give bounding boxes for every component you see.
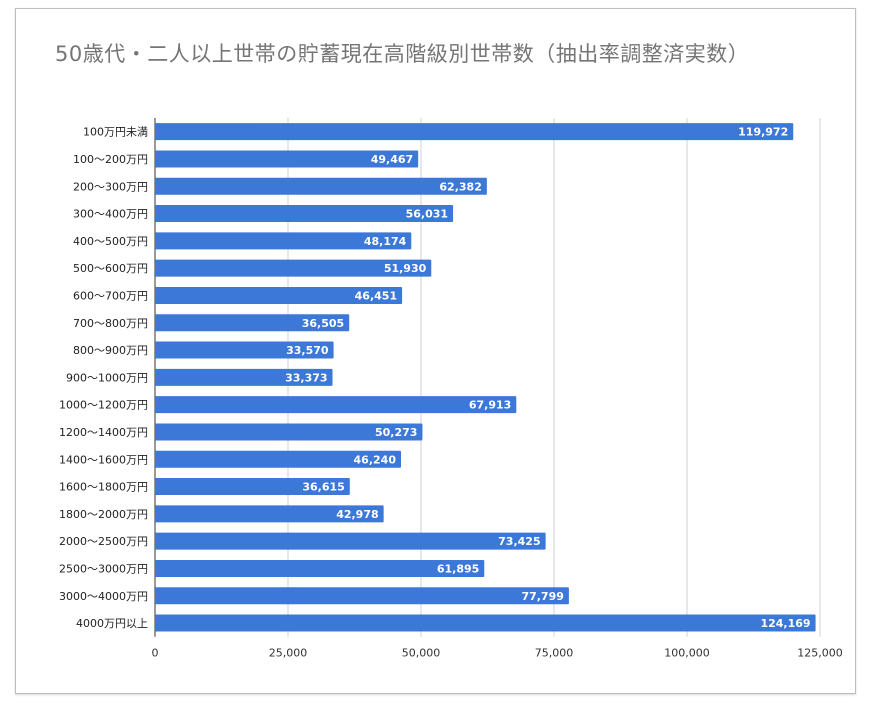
data-label: 33,570 (286, 344, 329, 357)
x-tick-label: 100,000 (664, 647, 710, 660)
category-label: 800〜900万円 (73, 344, 148, 357)
data-label: 62,382 (439, 180, 481, 193)
bar (155, 341, 334, 359)
category-label: 200〜300万円 (73, 180, 148, 193)
bar (155, 614, 816, 632)
data-label: 49,467 (371, 153, 413, 166)
bar (155, 205, 454, 223)
data-label: 67,913 (469, 399, 511, 412)
data-label: 77,799 (521, 590, 563, 603)
data-label: 48,174 (364, 235, 407, 248)
bar (155, 232, 412, 250)
data-label: 36,505 (302, 317, 344, 330)
bar (155, 423, 423, 441)
category-label: 1000〜1200万円 (59, 399, 148, 412)
category-label: 300〜400万円 (73, 208, 148, 221)
bar (155, 559, 485, 577)
data-label: 124,169 (760, 617, 810, 630)
x-tick-label: 0 (152, 647, 159, 660)
x-tick-label: 125,000 (797, 647, 843, 660)
x-tick-label: 50,000 (402, 647, 441, 660)
data-label: 119,972 (738, 126, 788, 139)
category-label: 500〜600万円 (73, 262, 148, 275)
bar (155, 259, 432, 277)
category-label: 1400〜1600万円 (59, 453, 148, 466)
data-label: 51,930 (384, 262, 427, 275)
data-label: 42,978 (336, 508, 378, 521)
bar (155, 450, 401, 468)
bar (155, 314, 350, 332)
category-label: 700〜800万円 (73, 317, 148, 330)
chart-title: 50歳代・二人以上世帯の貯蓄現在高階級別世帯数（抽出率調整済実数） (55, 42, 750, 66)
data-label: 46,451 (355, 289, 397, 302)
category-label: 1600〜1800万円 (59, 481, 148, 494)
bar (155, 368, 333, 386)
bar (155, 396, 517, 414)
category-label: 3000〜4000万円 (59, 590, 148, 603)
data-label: 61,895 (437, 562, 479, 575)
bar (155, 150, 419, 168)
category-label: 600〜700万円 (73, 289, 148, 302)
data-label: 56,031 (406, 208, 448, 221)
bar (155, 587, 569, 605)
data-label: 36,615 (302, 481, 344, 494)
category-label: 2000〜2500万円 (59, 535, 148, 548)
data-label: 50,273 (375, 426, 417, 439)
category-label: 1200〜1400万円 (59, 426, 148, 439)
bar (155, 177, 487, 195)
category-label: 900〜1000万円 (66, 371, 148, 384)
bar (155, 505, 384, 523)
category-label: 100万円未満 (83, 126, 148, 139)
bar (155, 532, 546, 550)
category-label: 2500〜3000万円 (59, 562, 148, 575)
category-label: 4000万円以上 (76, 617, 148, 630)
category-label: 100〜200万円 (73, 153, 148, 166)
x-tick-label: 75,000 (535, 647, 574, 660)
bar (155, 286, 403, 304)
bar (155, 478, 350, 496)
data-label: 46,240 (354, 453, 397, 466)
x-tick-label: 25,000 (269, 647, 308, 660)
data-label: 73,425 (498, 535, 540, 548)
category-label: 400〜500万円 (73, 235, 148, 248)
category-label: 1800〜2000万円 (59, 508, 148, 521)
data-label: 33,373 (285, 371, 327, 384)
bar (155, 123, 794, 141)
